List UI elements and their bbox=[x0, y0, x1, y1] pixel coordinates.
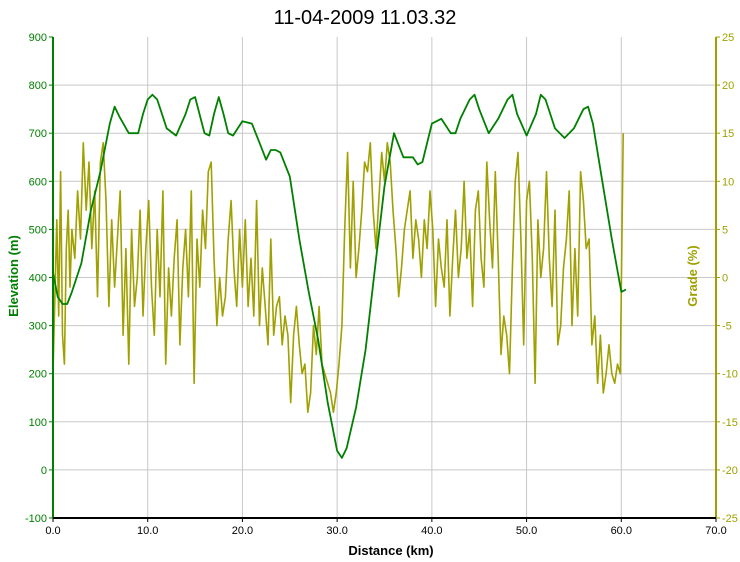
y-tick-label: 200 bbox=[29, 369, 47, 381]
y2-tick-label: 0 bbox=[722, 273, 728, 285]
y-tick-label: -100 bbox=[25, 513, 47, 525]
y-axis-label-elevation: Elevation (m) bbox=[6, 235, 21, 317]
series-line-grade bbox=[52, 133, 624, 414]
y2-tick-label: 20 bbox=[722, 80, 734, 92]
y2-tick-label: 25 bbox=[722, 32, 734, 44]
x-tick-label: 40.0 bbox=[421, 525, 442, 537]
y2-tick-label: -15 bbox=[722, 417, 738, 429]
x-tick-label: 30.0 bbox=[326, 525, 347, 537]
x-tick-label: 0.0 bbox=[45, 525, 60, 537]
y2-tick-label: -10 bbox=[722, 369, 738, 381]
y2-tick-label: -5 bbox=[722, 321, 732, 333]
y2-tick-label: 15 bbox=[722, 128, 734, 140]
tick-labels: 0.0 10.0 20.0 30.0 40.0 50.0 60.0 70.0-10001002… bbox=[25, 32, 738, 537]
y2-tick-label: 5 bbox=[722, 224, 728, 236]
y-tick-label: 600 bbox=[29, 176, 47, 188]
x-tick-label: 70.0 bbox=[705, 525, 726, 537]
y-tick-label: 100 bbox=[29, 417, 47, 429]
y-tick-label: 500 bbox=[29, 224, 47, 236]
y-tick-label: 300 bbox=[29, 321, 47, 333]
series-layer bbox=[52, 93, 627, 459]
x-tick-label: 50.0 bbox=[516, 525, 537, 537]
y-axis-label-grade: Grade (%) bbox=[685, 245, 700, 306]
x-axis-label: Distance (km) bbox=[348, 543, 433, 558]
y2-tick-label: -25 bbox=[722, 513, 738, 525]
x-tick-label: 60.0 bbox=[611, 525, 632, 537]
x-tick-label: 20.0 bbox=[232, 525, 253, 537]
y2-tick-label: 10 bbox=[722, 176, 734, 188]
series-line-elevation bbox=[52, 93, 627, 459]
chart-title: 11-04-2009 11.03.32 bbox=[274, 7, 457, 29]
y-tick-label: 700 bbox=[29, 128, 47, 140]
y-tick-label: 400 bbox=[29, 273, 47, 285]
y-tick-label: 800 bbox=[29, 80, 47, 92]
x-tick-label: 10.0 bbox=[137, 525, 158, 537]
y-tick-label: 0 bbox=[41, 465, 47, 477]
y2-tick-label: -20 bbox=[722, 465, 738, 477]
y-tick-label: 900 bbox=[29, 32, 47, 44]
axes bbox=[49, 36, 720, 522]
